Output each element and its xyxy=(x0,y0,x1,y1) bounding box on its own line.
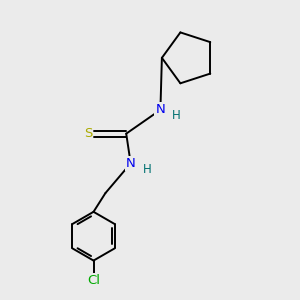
Text: N: N xyxy=(155,103,165,116)
Text: S: S xyxy=(84,127,92,140)
Text: N: N xyxy=(126,157,136,170)
Text: H: H xyxy=(172,109,180,122)
Text: H: H xyxy=(143,164,152,176)
Text: Cl: Cl xyxy=(87,274,100,287)
